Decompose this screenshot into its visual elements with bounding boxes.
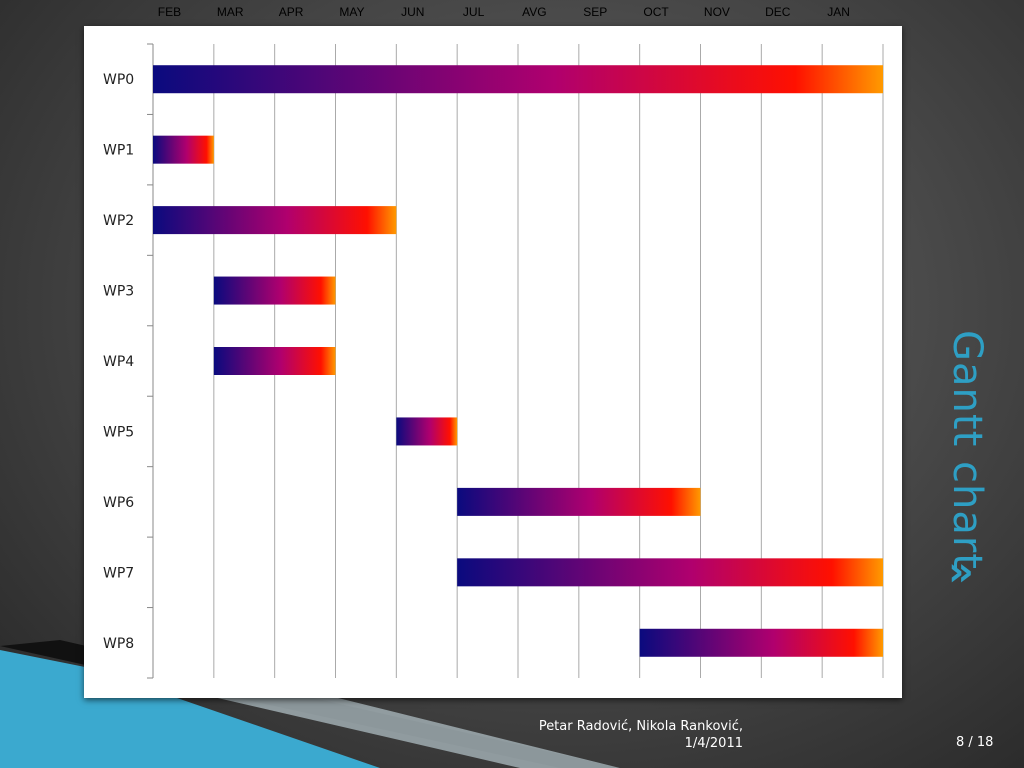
task-bar-wp1 — [153, 135, 214, 164]
month-label: JAN — [827, 5, 850, 19]
task-bar-wp6 — [457, 487, 701, 516]
date-text: 1/4/2011 — [684, 736, 743, 751]
task-bar-wp5 — [396, 417, 458, 446]
month-label: MAR — [216, 5, 244, 19]
authors-text: Petar Radović, Nikola Ranković, — [538, 719, 743, 734]
slide-title: Gantt chart — [944, 330, 990, 570]
task-label: WP8 — [103, 636, 134, 652]
month-label: DEC — [765, 5, 791, 19]
task-label: WP1 — [103, 143, 134, 159]
double-chevron-right-icon: » — [948, 549, 974, 595]
month-label: FEB — [157, 5, 182, 19]
month-label: APR — [278, 5, 304, 19]
task-label: WP2 — [103, 213, 134, 229]
task-bar-wp3 — [213, 276, 336, 305]
month-label: OCT — [643, 5, 669, 19]
task-bar-wp0 — [153, 65, 883, 94]
task-label: WP0 — [103, 72, 134, 88]
task-label: WP3 — [103, 284, 134, 300]
gantt-chart: WP0 WP1 WP2 WP3 WP4 WP5 WP6 WP7 WP8 — [103, 43, 884, 679]
task-label: WP6 — [103, 495, 134, 511]
month-label: JUL — [462, 5, 485, 19]
month-label: SEP — [583, 5, 608, 19]
task-bar-wp7 — [457, 558, 883, 587]
footer-authors: Petar Radović, Nikola Ranković, 1/4/2011 — [539, 718, 743, 752]
chart-panel: WP0 WP1 WP2 WP3 WP4 WP5 WP6 WP7 WP8 — [84, 26, 902, 698]
task-label: WP7 — [103, 565, 134, 581]
task-bar-wp8 — [639, 628, 883, 657]
month-label: MAY — [339, 5, 365, 19]
task-bar-wp2 — [153, 206, 397, 235]
page-number: 8 / 18 — [956, 735, 994, 750]
task-label: WP5 — [103, 424, 134, 440]
task-bar-wp4 — [213, 347, 336, 375]
month-label: NOV — [703, 5, 730, 19]
month-label: JUN — [401, 5, 425, 19]
task-label: WP4 — [103, 354, 134, 370]
month-label: AVG — [522, 5, 547, 19]
